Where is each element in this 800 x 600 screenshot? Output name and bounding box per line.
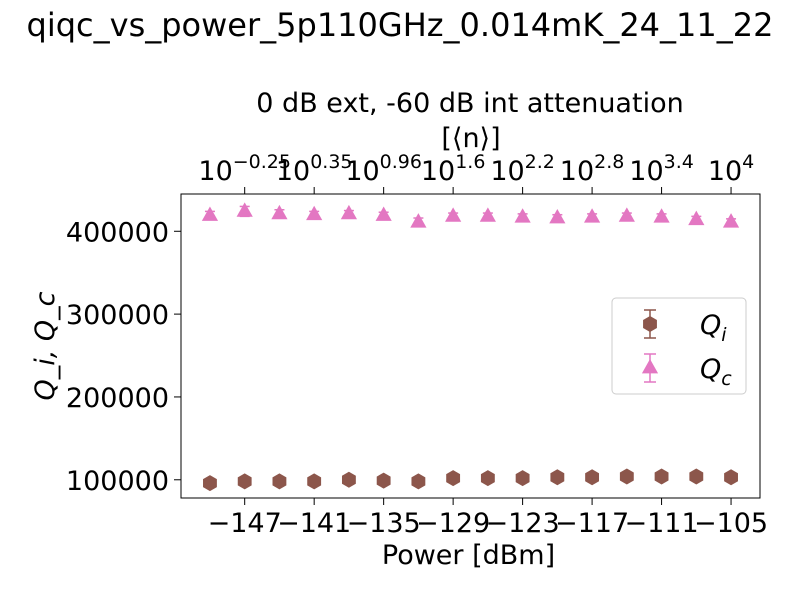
top-tick-label: 102.2 bbox=[490, 151, 555, 187]
top-tick-base: 10 bbox=[560, 156, 594, 187]
top-tick-label: 104 bbox=[708, 151, 754, 187]
top-tick-exponent: 2.8 bbox=[594, 151, 624, 173]
top-tick-label: 101.6 bbox=[421, 151, 486, 187]
data-point-hexagon bbox=[654, 468, 669, 485]
top-tick-label: 103.4 bbox=[629, 151, 694, 187]
top-tick-label: 10−0.25 bbox=[198, 151, 291, 187]
data-point-triangle bbox=[340, 204, 358, 220]
plot-area bbox=[201, 202, 740, 492]
x-tick-label: −135 bbox=[347, 508, 421, 539]
axes-frame bbox=[180, 193, 761, 499]
top-tick-exponent: 4 bbox=[742, 151, 754, 173]
data-point-triangle bbox=[514, 208, 531, 223]
top-tick-base: 10 bbox=[708, 156, 742, 187]
data-point-triangle bbox=[549, 209, 566, 224]
top-tick-base: 10 bbox=[276, 156, 310, 187]
top-tick-base: 10 bbox=[421, 156, 455, 187]
data-point-hexagon bbox=[411, 473, 426, 490]
y-tick-label: 400000 bbox=[66, 217, 169, 248]
top-tick-base: 10 bbox=[629, 156, 663, 187]
legend-label-main: Q bbox=[700, 310, 721, 341]
x-tick-label: −141 bbox=[277, 508, 351, 539]
x-tick-label: −117 bbox=[555, 508, 629, 539]
y-tick-label: 200000 bbox=[66, 383, 169, 414]
data-point-triangle bbox=[445, 207, 462, 222]
data-point-triangle bbox=[722, 213, 740, 228]
data-point-triangle bbox=[410, 213, 427, 228]
data-point-triangle bbox=[688, 210, 705, 226]
data-point-triangle bbox=[306, 205, 323, 221]
series-q_i bbox=[203, 468, 738, 492]
data-point-hexagon bbox=[689, 468, 704, 485]
top-tick-label: 100.96 bbox=[345, 151, 422, 187]
data-point-hexagon bbox=[307, 473, 322, 490]
y-tick-label: 100000 bbox=[66, 466, 169, 497]
legend-marker-triangle bbox=[641, 359, 659, 374]
data-point-triangle bbox=[375, 206, 392, 221]
top-tick-exponent: −0.25 bbox=[233, 151, 291, 173]
x-tick-label: −105 bbox=[694, 508, 768, 539]
legend-label-sub: c bbox=[721, 368, 732, 390]
y-tick-label: 300000 bbox=[66, 300, 169, 331]
data-point-hexagon bbox=[203, 475, 217, 492]
data-point-hexagon bbox=[515, 470, 530, 487]
data-point-hexagon bbox=[724, 469, 738, 486]
data-point-triangle bbox=[236, 202, 253, 217]
top-tick-label: 102.8 bbox=[560, 151, 625, 187]
data-point-hexagon bbox=[341, 471, 356, 488]
top-tick-base: 10 bbox=[345, 156, 379, 187]
data-point-hexagon bbox=[446, 470, 461, 487]
x-tick-label: −147 bbox=[208, 508, 282, 539]
legend-marker-hexagon bbox=[643, 316, 657, 332]
data-point-hexagon bbox=[272, 473, 287, 490]
data-point-hexagon bbox=[619, 468, 634, 485]
top-tick-exponent: 2.2 bbox=[525, 151, 555, 173]
top-tick-base: 10 bbox=[490, 156, 524, 187]
top-tick-label: 100.35 bbox=[276, 151, 353, 187]
data-point-hexagon bbox=[550, 469, 565, 486]
data-point-triangle bbox=[653, 208, 670, 223]
legend-label-main: Q bbox=[700, 354, 721, 385]
x-tick-label: −111 bbox=[624, 508, 698, 539]
top-tick-exponent: 3.4 bbox=[664, 151, 694, 173]
data-point-triangle bbox=[583, 208, 601, 223]
top-tick-exponent: 0.35 bbox=[310, 151, 352, 173]
data-point-hexagon bbox=[480, 470, 495, 487]
data-point-hexagon bbox=[376, 472, 391, 489]
data-point-triangle bbox=[479, 207, 496, 222]
top-tick-exponent: 1.6 bbox=[455, 151, 485, 173]
top-tick-base: 10 bbox=[198, 156, 232, 187]
figure-suptitle: qiqc_vs_power_5p110GHz_0.014mK_24_11_22 bbox=[26, 6, 774, 44]
axes: −147−141−135−129−123−117−111−10510−0.251… bbox=[30, 123, 768, 571]
data-point-hexagon bbox=[237, 473, 252, 490]
data-point-hexagon bbox=[585, 469, 600, 486]
data-point-triangle bbox=[618, 207, 635, 222]
x-tick-label: −123 bbox=[486, 508, 560, 539]
legend-label-sub: i bbox=[721, 324, 727, 346]
data-point-triangle bbox=[271, 204, 288, 220]
top-axis-label: [⟨n⟩] bbox=[441, 123, 500, 154]
x-tick-label: −129 bbox=[416, 508, 490, 539]
series-q_c bbox=[201, 202, 740, 228]
legend-label: Qi bbox=[700, 310, 727, 346]
y-axis-label: Q_i, Q_c bbox=[30, 291, 61, 400]
legend-label: Qc bbox=[700, 354, 732, 390]
axes-title: 0 dB ext, -60 dB int attenuation bbox=[256, 88, 684, 119]
top-tick-exponent: 0.96 bbox=[380, 151, 422, 173]
x-axis-label: Power [dBm] bbox=[382, 540, 555, 571]
data-point-triangle bbox=[201, 206, 219, 221]
